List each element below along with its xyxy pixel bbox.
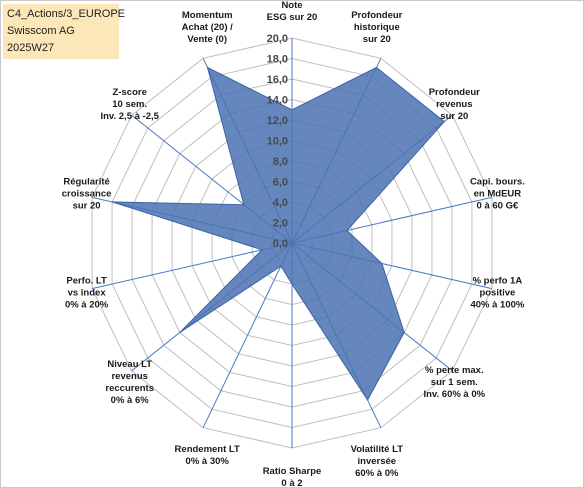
tick-label: 8,0 — [273, 156, 288, 168]
axis-label-line: historique — [354, 22, 400, 33]
axis-label-line: vs index — [68, 288, 107, 299]
axis-label-line: sur 1 sem. — [431, 377, 478, 388]
axis-label-line: Profondeur — [351, 10, 402, 21]
title-category: C4_Actions/3_EUROPE — [7, 8, 125, 20]
axis-label-line: revenus — [436, 99, 472, 110]
tick-label: 6,0 — [273, 177, 288, 189]
axis-label-line: Régularité — [63, 176, 109, 187]
axis-label-line: Capi. bours. — [470, 176, 525, 187]
axis-spoke — [91, 242, 293, 290]
axis-label-line: Ratio Sharpe — [263, 466, 322, 477]
axis-label-line: ESG sur 20 — [267, 12, 318, 23]
axis-label-line: 0 à 60 G€ — [477, 200, 519, 211]
tick-label: 4,0 — [273, 197, 288, 209]
title-week: 2025W27 — [7, 42, 55, 54]
axis-label-line: 40% à 100% — [470, 300, 524, 311]
axis-label-line: Z-score — [113, 87, 147, 98]
tick-label: 16,0 — [267, 74, 288, 86]
axis-label: Rendement LT0% à 30% — [175, 444, 240, 467]
axis-label-line: sur 20 — [440, 111, 468, 122]
axis-spoke — [202, 242, 293, 428]
axis-label-line: croissance — [62, 188, 112, 199]
axis-label-line: sur 20 — [73, 200, 101, 211]
tick-label: 10,0 — [267, 136, 288, 148]
axis-label-line: positive — [479, 288, 515, 299]
tick-label: 0,0 — [273, 238, 288, 250]
axis-label-line: % perte max. — [425, 365, 484, 376]
radial-tick-labels: 0,0 2,0 4,0 6,0 8,0 10,0 12,0 14,0 16,0 18,0 20,0 — [267, 33, 288, 250]
axis-label-line: 0% à 30% — [186, 456, 230, 467]
axis-label-line: Volatilité LT — [351, 444, 404, 455]
tick-label: 14,0 — [267, 95, 288, 107]
radar-series — [111, 66, 446, 401]
tick-label: 18,0 — [267, 54, 288, 66]
axis-label-line: 10 sem. — [112, 99, 147, 110]
axis-label-line: Momentum — [182, 10, 233, 21]
axis-label-line: Rendement LT — [175, 444, 240, 455]
axis-label-line: revenus — [111, 371, 147, 382]
axis-label-line: Inv. 2,5 à -2,5 — [100, 111, 159, 122]
tick-label: 12,0 — [267, 115, 288, 127]
tick-label: 20,0 — [267, 33, 288, 45]
axis-label-line: Profondeur — [429, 87, 480, 98]
axis-label-line: 60% à 0% — [355, 468, 399, 479]
title-box: C4_Actions/3_EUROPE Swisscom AG 2025W27 — [3, 4, 125, 59]
axis-label-line: reccurents — [105, 383, 154, 394]
axis-label-line: Note — [281, 0, 302, 11]
axis-label-line: inversée — [358, 456, 397, 467]
axis-label: % perte max.sur 1 sem.Inv. 60% à 0% — [423, 365, 485, 400]
axis-label-line: Achat (20) / — [182, 22, 234, 33]
tick-label: 2,0 — [273, 218, 288, 230]
axis-label-line: 0 à 2 — [281, 478, 302, 488]
axis-label-line: Inv. 60% à 0% — [423, 389, 485, 400]
axis-label-line: % perfo 1A — [473, 276, 523, 287]
axis-label-line: 0% à 20% — [65, 300, 109, 311]
axis-label-line: sur 20 — [363, 34, 391, 45]
axis-label-line: en MdEUR — [474, 188, 522, 199]
axis-label-line: Perfo. LT — [66, 276, 107, 287]
title-company: Swisscom AG — [7, 25, 75, 37]
axis-label-line: 0% à 6% — [111, 395, 150, 406]
axis-label-line: Niveau LT — [107, 359, 152, 370]
axis-label-line: Vente (0) — [187, 34, 227, 45]
